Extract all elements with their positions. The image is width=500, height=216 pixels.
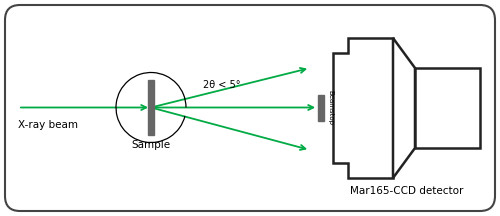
Bar — [415, 68, 480, 148]
Polygon shape — [333, 38, 393, 178]
Text: X-ray beam: X-ray beam — [18, 119, 78, 130]
Text: Sample: Sample — [132, 140, 170, 150]
Text: Mar165-CCD detector: Mar165-CCD detector — [350, 186, 463, 196]
Bar — [318, 95, 324, 121]
Polygon shape — [393, 38, 415, 178]
Text: 2θ < 5°: 2θ < 5° — [203, 81, 240, 91]
Text: Beamstop: Beamstop — [327, 90, 333, 125]
Bar — [148, 80, 154, 135]
FancyBboxPatch shape — [5, 5, 495, 211]
